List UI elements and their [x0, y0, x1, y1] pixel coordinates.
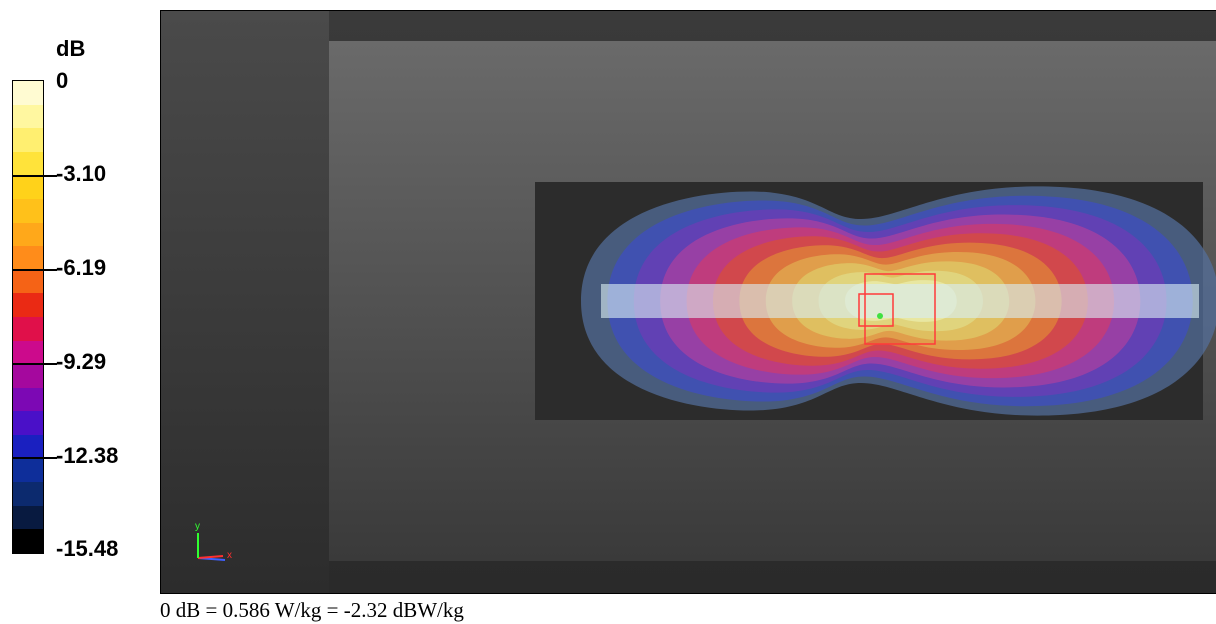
- colorbar-tick-mark: [13, 268, 57, 271]
- colorbar-tick-label: -3.10: [56, 160, 107, 186]
- colorbar-band: [13, 222, 43, 247]
- y-axis-label: y: [195, 521, 200, 532]
- colorbar-tick-mark: [13, 363, 57, 366]
- colorbar-band: [13, 505, 43, 530]
- x-axis-line: [197, 555, 224, 559]
- colorbar-band: [13, 128, 43, 153]
- colorbar-band: [13, 246, 43, 271]
- colorbar-tick-mark: [13, 174, 57, 177]
- colorbar-band: [13, 435, 43, 460]
- zoom-scan-inner-box: [858, 293, 894, 327]
- colorbar-band: [13, 104, 43, 129]
- sar-scene: x y: [161, 11, 1216, 593]
- colorbar-tick-label: -12.38: [56, 443, 119, 469]
- colorbar-band: [13, 340, 43, 365]
- axes-triad: x y: [195, 521, 232, 561]
- colorbar-tick-label: -9.29: [56, 349, 107, 375]
- colorbar-tick-label: 0: [56, 68, 69, 93]
- sar-field-viewport: x y: [160, 10, 1216, 594]
- colorbar-band: [13, 293, 43, 318]
- colorbar-band: [13, 364, 43, 389]
- colorbar-band: [13, 482, 43, 507]
- device-strip: [601, 284, 1199, 318]
- colorbar-band: [13, 458, 43, 483]
- left-region: [161, 11, 329, 593]
- colorbar-band: [13, 387, 43, 412]
- colorbar-band: [13, 151, 43, 176]
- colorbar-band: [13, 317, 43, 342]
- x-axis-label: x: [227, 550, 232, 561]
- sar-contours: [581, 186, 1216, 416]
- footnote: 0 dB = 0.586 W/kg = -2.32 dBW/kg: [160, 598, 464, 622]
- colorbar-band: [13, 411, 43, 436]
- colorbar-tick-label: -6.19: [56, 254, 107, 280]
- colorbar-tick-mark: [13, 457, 57, 460]
- colorbar-band: [13, 81, 43, 106]
- peak-marker: [877, 313, 883, 319]
- colorbar-band: [13, 175, 43, 200]
- colorbar-unit-label: dB: [56, 36, 86, 61]
- zoom-scan-outer-box: [864, 273, 936, 345]
- colorbar-band: [13, 529, 43, 554]
- colorbar: [12, 80, 57, 554]
- colorbar-band: [13, 199, 43, 224]
- colorbar-band: [13, 269, 43, 294]
- colorbar-tick-label: -15.48: [56, 536, 119, 561]
